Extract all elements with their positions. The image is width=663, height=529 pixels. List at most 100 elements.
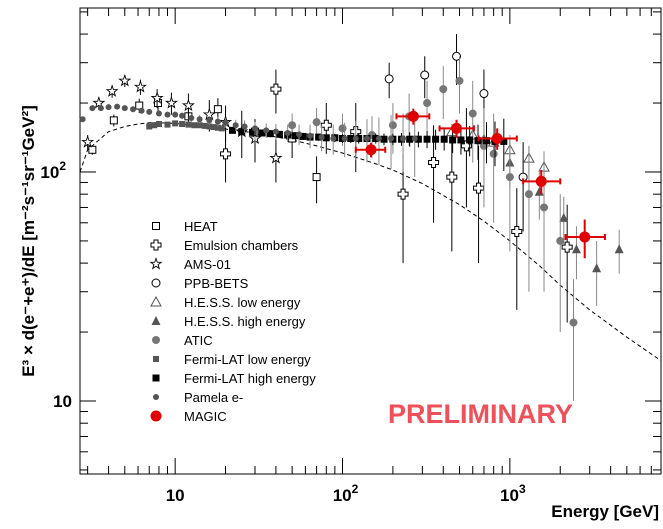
open-star-marker <box>81 135 95 148</box>
small-dot-marker <box>214 118 221 125</box>
small-dot-marker <box>222 119 229 126</box>
filled-square-marker <box>146 123 153 130</box>
filled-triangle-marker <box>614 244 624 254</box>
open-cross-marker <box>320 119 332 131</box>
filled-square-marker <box>164 121 171 128</box>
big-red-circle-marker <box>535 175 547 187</box>
filled-square-marker <box>299 132 307 140</box>
filled-triangle-marker <box>534 186 544 196</box>
open-cross-marker <box>446 171 458 183</box>
open-star-marker <box>149 257 163 270</box>
filled-circle-marker <box>556 236 565 245</box>
filled-square-marker <box>214 124 221 131</box>
legend: HEAT Emulsion chambers AMS-01 PPB-BETS H.E.S… <box>149 219 316 424</box>
small-dot-marker <box>79 116 86 123</box>
filled-square-marker <box>432 135 440 143</box>
filled-square-marker <box>322 134 330 142</box>
series-magic <box>354 108 606 259</box>
x-axis-title: Energy [GeV] <box>551 502 659 521</box>
filled-circle-marker <box>455 76 464 85</box>
legend-label: MAGIC <box>184 409 227 424</box>
big-red-circle-marker <box>491 133 503 145</box>
small-dot-marker <box>172 111 179 118</box>
small-dot-marker <box>121 105 128 112</box>
filled-square-marker <box>457 136 465 144</box>
filled-square-marker <box>291 132 299 140</box>
open-triangle-marker <box>150 295 162 307</box>
open-star-marker <box>164 96 178 109</box>
small-dot-marker <box>272 128 279 135</box>
small-dot-marker <box>155 110 162 117</box>
small-dot-marker <box>105 104 112 111</box>
series-pamela-e- <box>79 103 418 178</box>
filled-square-marker <box>228 126 236 134</box>
legend-label: ATIC <box>184 333 213 348</box>
open-star-marker <box>181 98 195 112</box>
open-star-marker <box>150 91 164 104</box>
series-fermi-lat-low-energy <box>146 120 225 132</box>
small-dot-marker <box>179 112 186 119</box>
legend-label: Fermi-LAT low energy <box>184 352 311 367</box>
big-red-circle-marker <box>579 231 591 243</box>
open-square-marker <box>213 105 222 114</box>
filled-circle-marker <box>569 318 578 327</box>
filled-square-marker <box>372 135 380 143</box>
filled-square-marker <box>414 135 422 143</box>
filled-square-marker <box>238 128 246 136</box>
filled-square-marker <box>466 136 474 144</box>
open-star-marker <box>92 96 106 109</box>
filled-square-marker <box>266 130 274 138</box>
open-circle-marker <box>479 89 489 99</box>
y-tick-label: 102 <box>40 159 66 182</box>
x-tick-label: 10 <box>166 486 185 505</box>
open-cross-marker <box>428 156 440 168</box>
legend-label: H.E.S.S. high energy <box>184 314 306 329</box>
filled-square-marker <box>423 135 431 143</box>
x-tick-label: 102 <box>333 482 359 505</box>
filled-square-marker <box>155 120 162 127</box>
small-dot-marker <box>153 394 159 400</box>
open-square-marker <box>109 116 118 125</box>
small-dot-marker <box>114 103 121 110</box>
filled-circle-marker <box>489 149 498 158</box>
small-dot-marker <box>232 122 239 129</box>
small-dot-marker <box>388 135 395 142</box>
small-dot-marker <box>97 105 104 112</box>
small-dot-marker <box>241 123 248 130</box>
legend-label: PPB-BETS <box>184 276 249 291</box>
open-cross-marker <box>561 241 573 253</box>
filled-square-marker <box>218 125 225 132</box>
filled-square-marker <box>347 135 355 143</box>
filled-square-marker <box>206 123 213 130</box>
model-curve-line <box>79 122 662 362</box>
filled-circle-marker <box>439 85 448 94</box>
filled-circle-marker <box>388 121 397 130</box>
legend-label: HEAT <box>184 219 218 234</box>
filled-square-marker <box>249 128 257 136</box>
preliminary-annotation: PRELIMINARY <box>388 399 573 429</box>
filled-circle-marker <box>540 203 549 212</box>
filled-triangle-marker <box>559 212 569 222</box>
axis-ticks <box>80 8 662 474</box>
filled-square-marker <box>275 130 283 138</box>
filled-square-marker <box>449 136 457 144</box>
open-square-marker <box>152 222 160 230</box>
small-dot-marker <box>146 108 153 115</box>
open-square-marker <box>88 145 97 154</box>
filled-square-marker <box>179 120 186 127</box>
small-dot-marker <box>206 117 213 124</box>
y-axis-title: E³ × d(e⁻+e⁺)/dE [m⁻²s⁻¹sr⁻¹GeV²] <box>19 105 38 377</box>
filled-square-marker <box>151 122 158 129</box>
legend-label: Fermi-LAT high energy <box>184 371 316 386</box>
small-dot-marker <box>341 135 348 142</box>
open-star-marker <box>118 73 132 87</box>
small-dot-marker <box>284 129 291 136</box>
small-dot-marker <box>318 134 325 141</box>
open-square-marker <box>312 173 321 182</box>
open-circle-marker <box>384 74 394 84</box>
open-circle-marker <box>452 51 462 61</box>
y-tick-labels: 10 102 <box>40 159 72 411</box>
small-dot-marker <box>330 135 337 142</box>
small-dot-marker <box>296 131 303 138</box>
series-atic <box>251 56 578 401</box>
